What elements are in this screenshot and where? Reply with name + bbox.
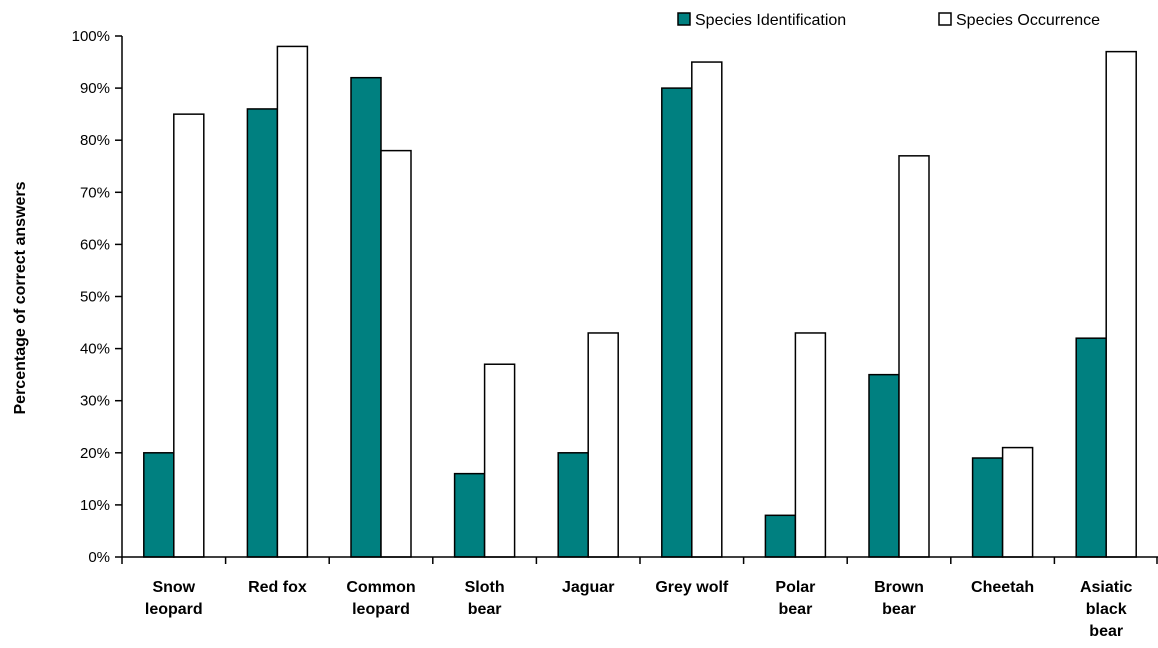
y-tick-label: 90%: [80, 80, 110, 97]
bar-occurrence-2: [380, 149, 412, 558]
y-tick-label: 60%: [80, 236, 110, 253]
bar-occurrence-6: [794, 332, 827, 558]
bar-identification-0: [143, 452, 175, 558]
category-label: Cheetah: [971, 579, 1034, 596]
category-label: Polar bear: [775, 579, 815, 618]
y-tick-label: 20%: [80, 445, 110, 462]
category-label: Sloth bear: [465, 579, 505, 618]
bar-occurrence-5: [691, 61, 723, 558]
legend-swatch-identification: [677, 12, 691, 26]
category-label: Jaguar: [562, 579, 614, 596]
bar-identification-4: [557, 452, 589, 558]
category-label: Brown bear: [874, 579, 924, 618]
y-tick-label: 50%: [80, 289, 110, 306]
bar-occurrence-4: [587, 332, 619, 558]
bar-occurrence-3: [483, 363, 516, 558]
bar-identification-7: [868, 373, 900, 558]
legend-swatch-occurrence: [938, 12, 952, 26]
bars-group: [143, 45, 1137, 558]
bar-occurrence-9: [1105, 50, 1137, 558]
legend-label-identification: Species Identification: [695, 12, 846, 29]
bar-identification-1: [246, 108, 279, 558]
bar-identification-6: [764, 514, 797, 558]
y-tick-label: 40%: [80, 341, 110, 358]
y-tick-label: 100%: [72, 28, 110, 45]
category-label: Grey wolf: [655, 579, 729, 596]
legend-label-occurrence: Species Occurrence: [956, 12, 1100, 29]
category-labels-group: Snow leopard Red fox Common leopard Sloth bear…: [145, 579, 1133, 640]
y-ticks-group: 0% 10% 20% 30% 40% 50% 60% 70% 80% 90% 100%: [72, 28, 122, 566]
legend: Species Identification Species Occurrence: [677, 12, 1100, 29]
category-label: Asiatic black bear: [1080, 579, 1133, 640]
bar-occurrence-7: [898, 155, 930, 558]
y-axis-title: Percentage of correct answers: [12, 181, 29, 414]
y-tick-label: 70%: [80, 184, 110, 201]
bar-occurrence-1: [276, 45, 309, 558]
y-tick-label: 30%: [80, 393, 110, 410]
bar-occurrence-8: [1001, 446, 1034, 558]
bar-identification-5: [661, 87, 693, 558]
bar-identification-2: [350, 76, 382, 558]
category-label: Common leopard: [346, 579, 415, 618]
y-tick-label: 10%: [80, 497, 110, 514]
bar-occurrence-0: [173, 113, 205, 558]
bar-identification-9: [1075, 337, 1107, 558]
y-tick-label: 0%: [88, 549, 110, 566]
category-label: Red fox: [248, 579, 307, 596]
category-label: Snow leopard: [145, 579, 203, 618]
bar-identification-3: [453, 472, 486, 558]
y-tick-label: 80%: [80, 132, 110, 149]
bar-identification-8: [971, 457, 1004, 558]
